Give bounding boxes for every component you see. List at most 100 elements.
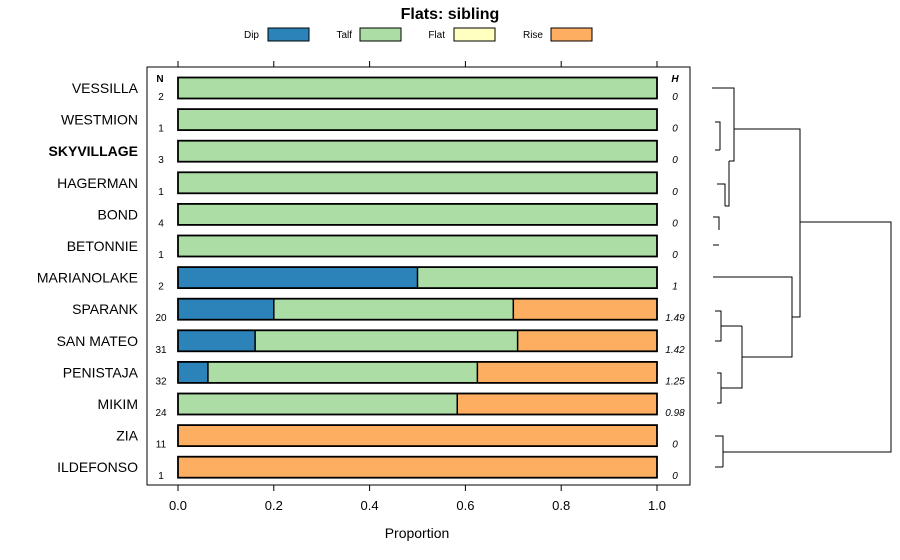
bar-outline: [177, 329, 658, 353]
row-label: SKYVILLAGE: [49, 143, 138, 159]
legend: Dip Talf Flat Rise: [244, 27, 593, 42]
row-n-value: 1: [158, 124, 164, 135]
h-column-header: H: [671, 74, 679, 85]
row-h-value: 0: [672, 155, 678, 166]
x-tick-label: 0.2: [265, 498, 283, 513]
row-label: BOND: [98, 206, 138, 222]
bar-row: SKYVILLAGE 3 0: [49, 139, 678, 166]
row-h-value: 1.42: [665, 345, 685, 356]
bar-segment-talf: [178, 77, 657, 99]
plot-frame: [146, 66, 691, 486]
row-n-value: 11: [156, 440, 167, 451]
bar-segment-rise: [517, 330, 657, 352]
bar-outline: [177, 392, 658, 416]
bar-segment-talf: [178, 140, 657, 162]
legend-swatch-dip: [267, 27, 310, 42]
row-n-value: 1: [158, 187, 164, 198]
row-h-value: 0: [672, 471, 678, 482]
row-h-value: 0: [672, 440, 678, 451]
row-h-value: 0: [672, 250, 678, 261]
bar-segment-talf: [255, 330, 518, 352]
bar-outline: [177, 171, 658, 195]
row-n-value: 20: [155, 313, 167, 324]
row-n-value: 1: [158, 471, 164, 482]
bar-outline: [177, 76, 658, 100]
chart-title: Flats: sibling: [401, 6, 500, 23]
row-n-value: 24: [155, 408, 167, 419]
bar-outline: [177, 108, 658, 131]
legend-label-talf: Talf: [336, 30, 352, 41]
row-label: SAN MATEO: [57, 333, 139, 349]
legend-swatch-talf: [359, 27, 402, 42]
bar-segment-rise: [178, 425, 657, 447]
row-label: PENISTAJA: [63, 364, 139, 380]
x-axis-label: Proportion: [385, 525, 450, 541]
x-tick-label: 0.0: [169, 498, 187, 513]
dendrogram-branches: [712, 87, 892, 468]
x-tick-label: 0.4: [361, 498, 379, 513]
bar-segment-talf: [178, 235, 657, 257]
row-n-value: 32: [155, 376, 167, 387]
bar-outline: [177, 202, 658, 226]
row-h-value: 1.25: [665, 376, 685, 387]
bar-outline: [177, 234, 658, 258]
row-label: BETONNIE: [67, 238, 138, 254]
legend-label-dip: Dip: [244, 30, 259, 41]
row-h-value: 0: [672, 124, 678, 135]
x-tick-label: 1.0: [648, 498, 666, 513]
row-label: SPARANK: [72, 301, 139, 317]
bar-outline: [177, 297, 658, 321]
row-h-value: 0.98: [665, 408, 685, 419]
row-label: MIKIM: [98, 396, 138, 412]
n-column-header: N: [156, 74, 163, 85]
bar-row: ILDEFONSO 1 0: [57, 455, 678, 482]
bar-segment-rise: [513, 298, 657, 320]
bar-row: MIKIM 24 0.98: [98, 392, 685, 419]
bar-row: WESTMION 1 0: [61, 108, 678, 135]
bar-outline: [177, 139, 658, 163]
legend-label-flat: Flat: [428, 30, 445, 41]
row-label: VESSILLA: [72, 80, 139, 96]
bar-segment-talf: [178, 393, 458, 415]
bar-segment-dip: [178, 330, 256, 352]
bar-outline: [177, 360, 658, 384]
row-label: HAGERMAN: [57, 175, 138, 191]
row-n-value: 2: [158, 282, 164, 293]
bar-row: HAGERMAN 1 0: [57, 171, 678, 198]
bar-row: SPARANK 20 1.49: [72, 297, 685, 324]
row-n-value: 2: [158, 92, 164, 103]
bar-segment-dip: [178, 267, 418, 289]
bar-outline: [177, 266, 658, 290]
row-h-value: 0: [672, 92, 678, 103]
x-tick-label: 0.6: [456, 498, 474, 513]
bar-row: VESSILLA 2 0: [72, 76, 678, 103]
bar-segment-rise: [178, 456, 657, 478]
row-label: ZIA: [116, 428, 138, 444]
bar-row: ZIA 11 0: [116, 424, 678, 451]
row-label: ILDEFONSO: [57, 459, 138, 475]
bar-segment-dip: [178, 298, 274, 320]
bar-segment-dip: [178, 361, 208, 383]
x-axis: 0.0 0.2 0.4 0.6 0.8 1.0: [169, 485, 666, 513]
bar-row: SAN MATEO 31 1.42: [57, 329, 685, 356]
legend-swatch-rise: [550, 27, 593, 42]
row-h-value: 0: [672, 187, 678, 198]
row-h-value: 1.49: [665, 313, 685, 324]
legend-swatch-flat: [453, 27, 496, 42]
bar-segment-talf: [417, 267, 657, 289]
row-n-value: 1: [158, 250, 164, 261]
row-h-value: 0: [672, 218, 678, 229]
bar-row: PENISTAJA 32 1.25: [63, 360, 685, 387]
bar-segment-talf: [207, 361, 478, 383]
bar-row: BETONNIE 1 0: [67, 234, 678, 261]
legend-label-rise: Rise: [523, 30, 543, 41]
x-tick-label: 0.8: [552, 498, 570, 513]
top-axis-ticks: [177, 61, 658, 67]
bar-segment-rise: [457, 393, 657, 415]
bar-segment-talf: [273, 298, 514, 320]
dendrogram: [712, 87, 892, 468]
row-h-value: 1: [672, 282, 678, 293]
row-label: WESTMION: [61, 112, 138, 128]
